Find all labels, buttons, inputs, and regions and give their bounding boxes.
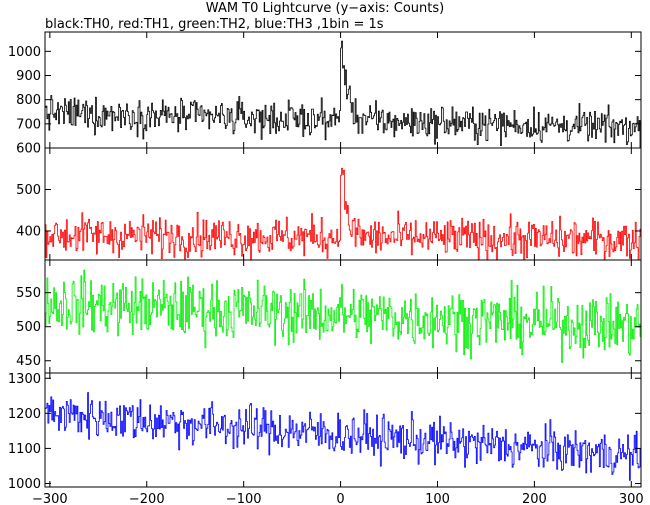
x-tick-label: 100	[425, 492, 450, 505]
x-tick-label: −100	[226, 492, 262, 505]
panel-frame-th0	[44, 31, 642, 149]
y-tick-label: 1100	[8, 442, 41, 457]
y-tick-label: 550	[16, 286, 41, 301]
series-th3	[45, 392, 641, 481]
panel-frame-th1	[44, 147, 642, 261]
y-tick-label: 700	[16, 117, 41, 132]
y-tick-label: 1000	[8, 477, 41, 492]
x-tick-label: 300	[619, 492, 644, 505]
series-th2	[45, 269, 641, 363]
x-tick-label: 200	[522, 492, 547, 505]
chart-subtitle: black:TH0, red:TH1, green:TH2, blue:TH3 …	[45, 17, 384, 32]
y-tick-label: 1000	[8, 45, 41, 60]
series-th1	[45, 167, 641, 260]
y-tick-label: 600	[16, 142, 41, 157]
x-tick-label: −200	[129, 492, 165, 505]
y-tick-label: 900	[16, 69, 41, 84]
panel-frame-th3	[44, 372, 642, 488]
chart-title: WAM T0 Lightcurve (y−axis: Counts)	[205, 1, 445, 16]
y-tick-label: 1300	[8, 372, 41, 387]
x-tick-label: 0	[336, 492, 344, 505]
x-tick-label: −300	[32, 492, 68, 505]
panel-frame-th2	[44, 259, 642, 374]
y-tick-label: 1200	[8, 407, 41, 422]
y-tick-label: 500	[16, 320, 41, 335]
y-tick-label: 400	[16, 224, 41, 239]
y-tick-label: 450	[16, 354, 41, 369]
y-tick-label: 500	[16, 183, 41, 198]
y-tick-label: 800	[16, 93, 41, 108]
series-th0	[45, 40, 641, 148]
